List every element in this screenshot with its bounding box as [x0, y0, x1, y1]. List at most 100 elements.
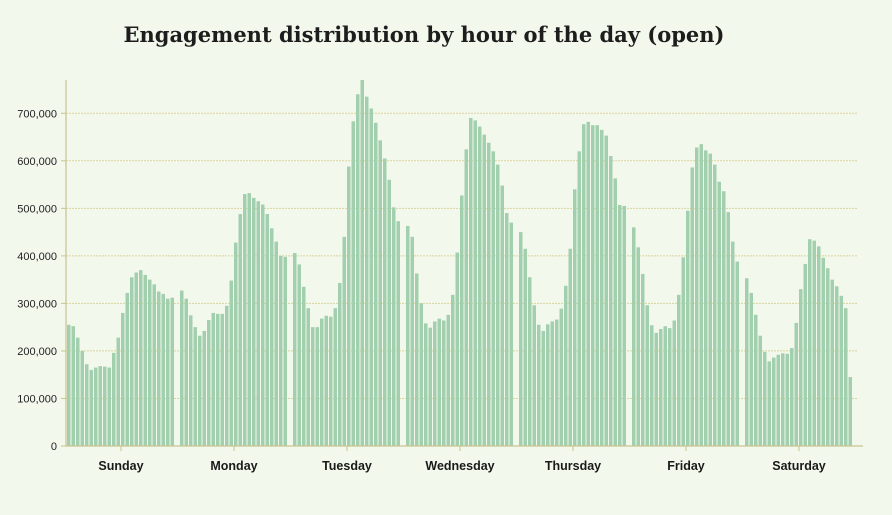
bar — [848, 377, 853, 446]
bar — [835, 286, 839, 446]
bar — [252, 197, 256, 446]
bar — [577, 151, 582, 447]
bar — [103, 366, 107, 446]
bar — [243, 194, 247, 446]
bar — [265, 214, 270, 446]
y-tick-label: 200,000 — [17, 346, 57, 358]
bar — [817, 246, 821, 446]
bar — [369, 108, 374, 447]
bar — [491, 151, 496, 447]
bar — [207, 320, 211, 446]
bar — [568, 248, 573, 446]
bar — [636, 247, 641, 446]
bar — [125, 292, 130, 446]
bar — [830, 279, 835, 446]
bar — [293, 253, 297, 446]
bar — [189, 315, 193, 446]
bar — [89, 369, 94, 446]
bar — [686, 210, 690, 446]
bar — [347, 166, 351, 446]
bar — [415, 273, 419, 446]
bar — [564, 285, 568, 446]
bar — [383, 158, 387, 446]
bar — [659, 329, 663, 446]
bar — [80, 350, 85, 446]
bar — [663, 326, 668, 446]
bar — [776, 354, 781, 446]
bar — [672, 320, 677, 446]
bar — [767, 361, 772, 446]
bar — [229, 280, 234, 446]
bar — [528, 277, 532, 446]
bar — [550, 321, 555, 446]
bar — [410, 236, 415, 446]
bar — [166, 298, 170, 446]
bar — [433, 321, 437, 446]
bar — [306, 308, 311, 446]
bar — [455, 252, 460, 446]
bar — [713, 164, 717, 447]
x-tick-label: Wednesday — [425, 459, 494, 473]
bar — [794, 322, 799, 446]
bar — [478, 126, 482, 446]
bar — [112, 352, 116, 446]
bar — [532, 305, 537, 446]
bar — [595, 125, 600, 446]
bar — [839, 295, 844, 446]
bar — [781, 353, 785, 446]
chart-title: Engagement distribution by hour of the d… — [123, 22, 725, 47]
bar — [329, 316, 333, 446]
bar — [374, 122, 378, 446]
bar — [157, 291, 161, 446]
y-tick-label: 600,000 — [17, 156, 57, 168]
bar — [424, 323, 428, 446]
bar — [668, 328, 672, 446]
bar — [604, 135, 609, 447]
bar — [148, 279, 152, 446]
bar — [731, 241, 735, 446]
bar — [509, 222, 514, 446]
bar — [220, 313, 225, 446]
bar — [469, 118, 473, 446]
bar — [274, 241, 279, 446]
y-tick-label: 100,000 — [17, 393, 57, 405]
y-tick-label: 700,000 — [17, 108, 57, 120]
bar — [487, 142, 491, 447]
bar — [356, 94, 360, 446]
bar — [419, 303, 424, 446]
y-tick-label: 0 — [51, 441, 57, 453]
bar — [622, 205, 627, 446]
bar — [198, 335, 202, 446]
bar — [315, 327, 320, 446]
bar — [238, 214, 243, 446]
bar — [387, 179, 392, 446]
bar — [541, 330, 546, 446]
bar — [609, 156, 613, 447]
bar — [505, 213, 509, 446]
bar — [641, 273, 645, 446]
bar — [519, 232, 523, 446]
bar — [193, 327, 198, 446]
bar — [758, 335, 763, 446]
bar — [211, 312, 216, 446]
bar — [446, 314, 451, 446]
bar — [618, 205, 622, 446]
bar — [130, 277, 134, 446]
bar — [311, 327, 315, 446]
x-tick-label: Thursday — [545, 459, 601, 473]
bar — [600, 129, 604, 446]
bar — [378, 140, 383, 446]
bar — [559, 308, 564, 446]
bar — [722, 191, 726, 446]
y-tick-label: 300,000 — [17, 298, 57, 310]
bar — [428, 327, 433, 446]
bar — [396, 221, 401, 446]
bar — [134, 272, 139, 446]
bar — [365, 96, 369, 446]
bar — [726, 212, 731, 446]
bar — [460, 195, 464, 446]
bar — [591, 125, 595, 446]
y-tick-label: 500,000 — [17, 203, 57, 215]
y-tick-label: 400,000 — [17, 251, 57, 263]
